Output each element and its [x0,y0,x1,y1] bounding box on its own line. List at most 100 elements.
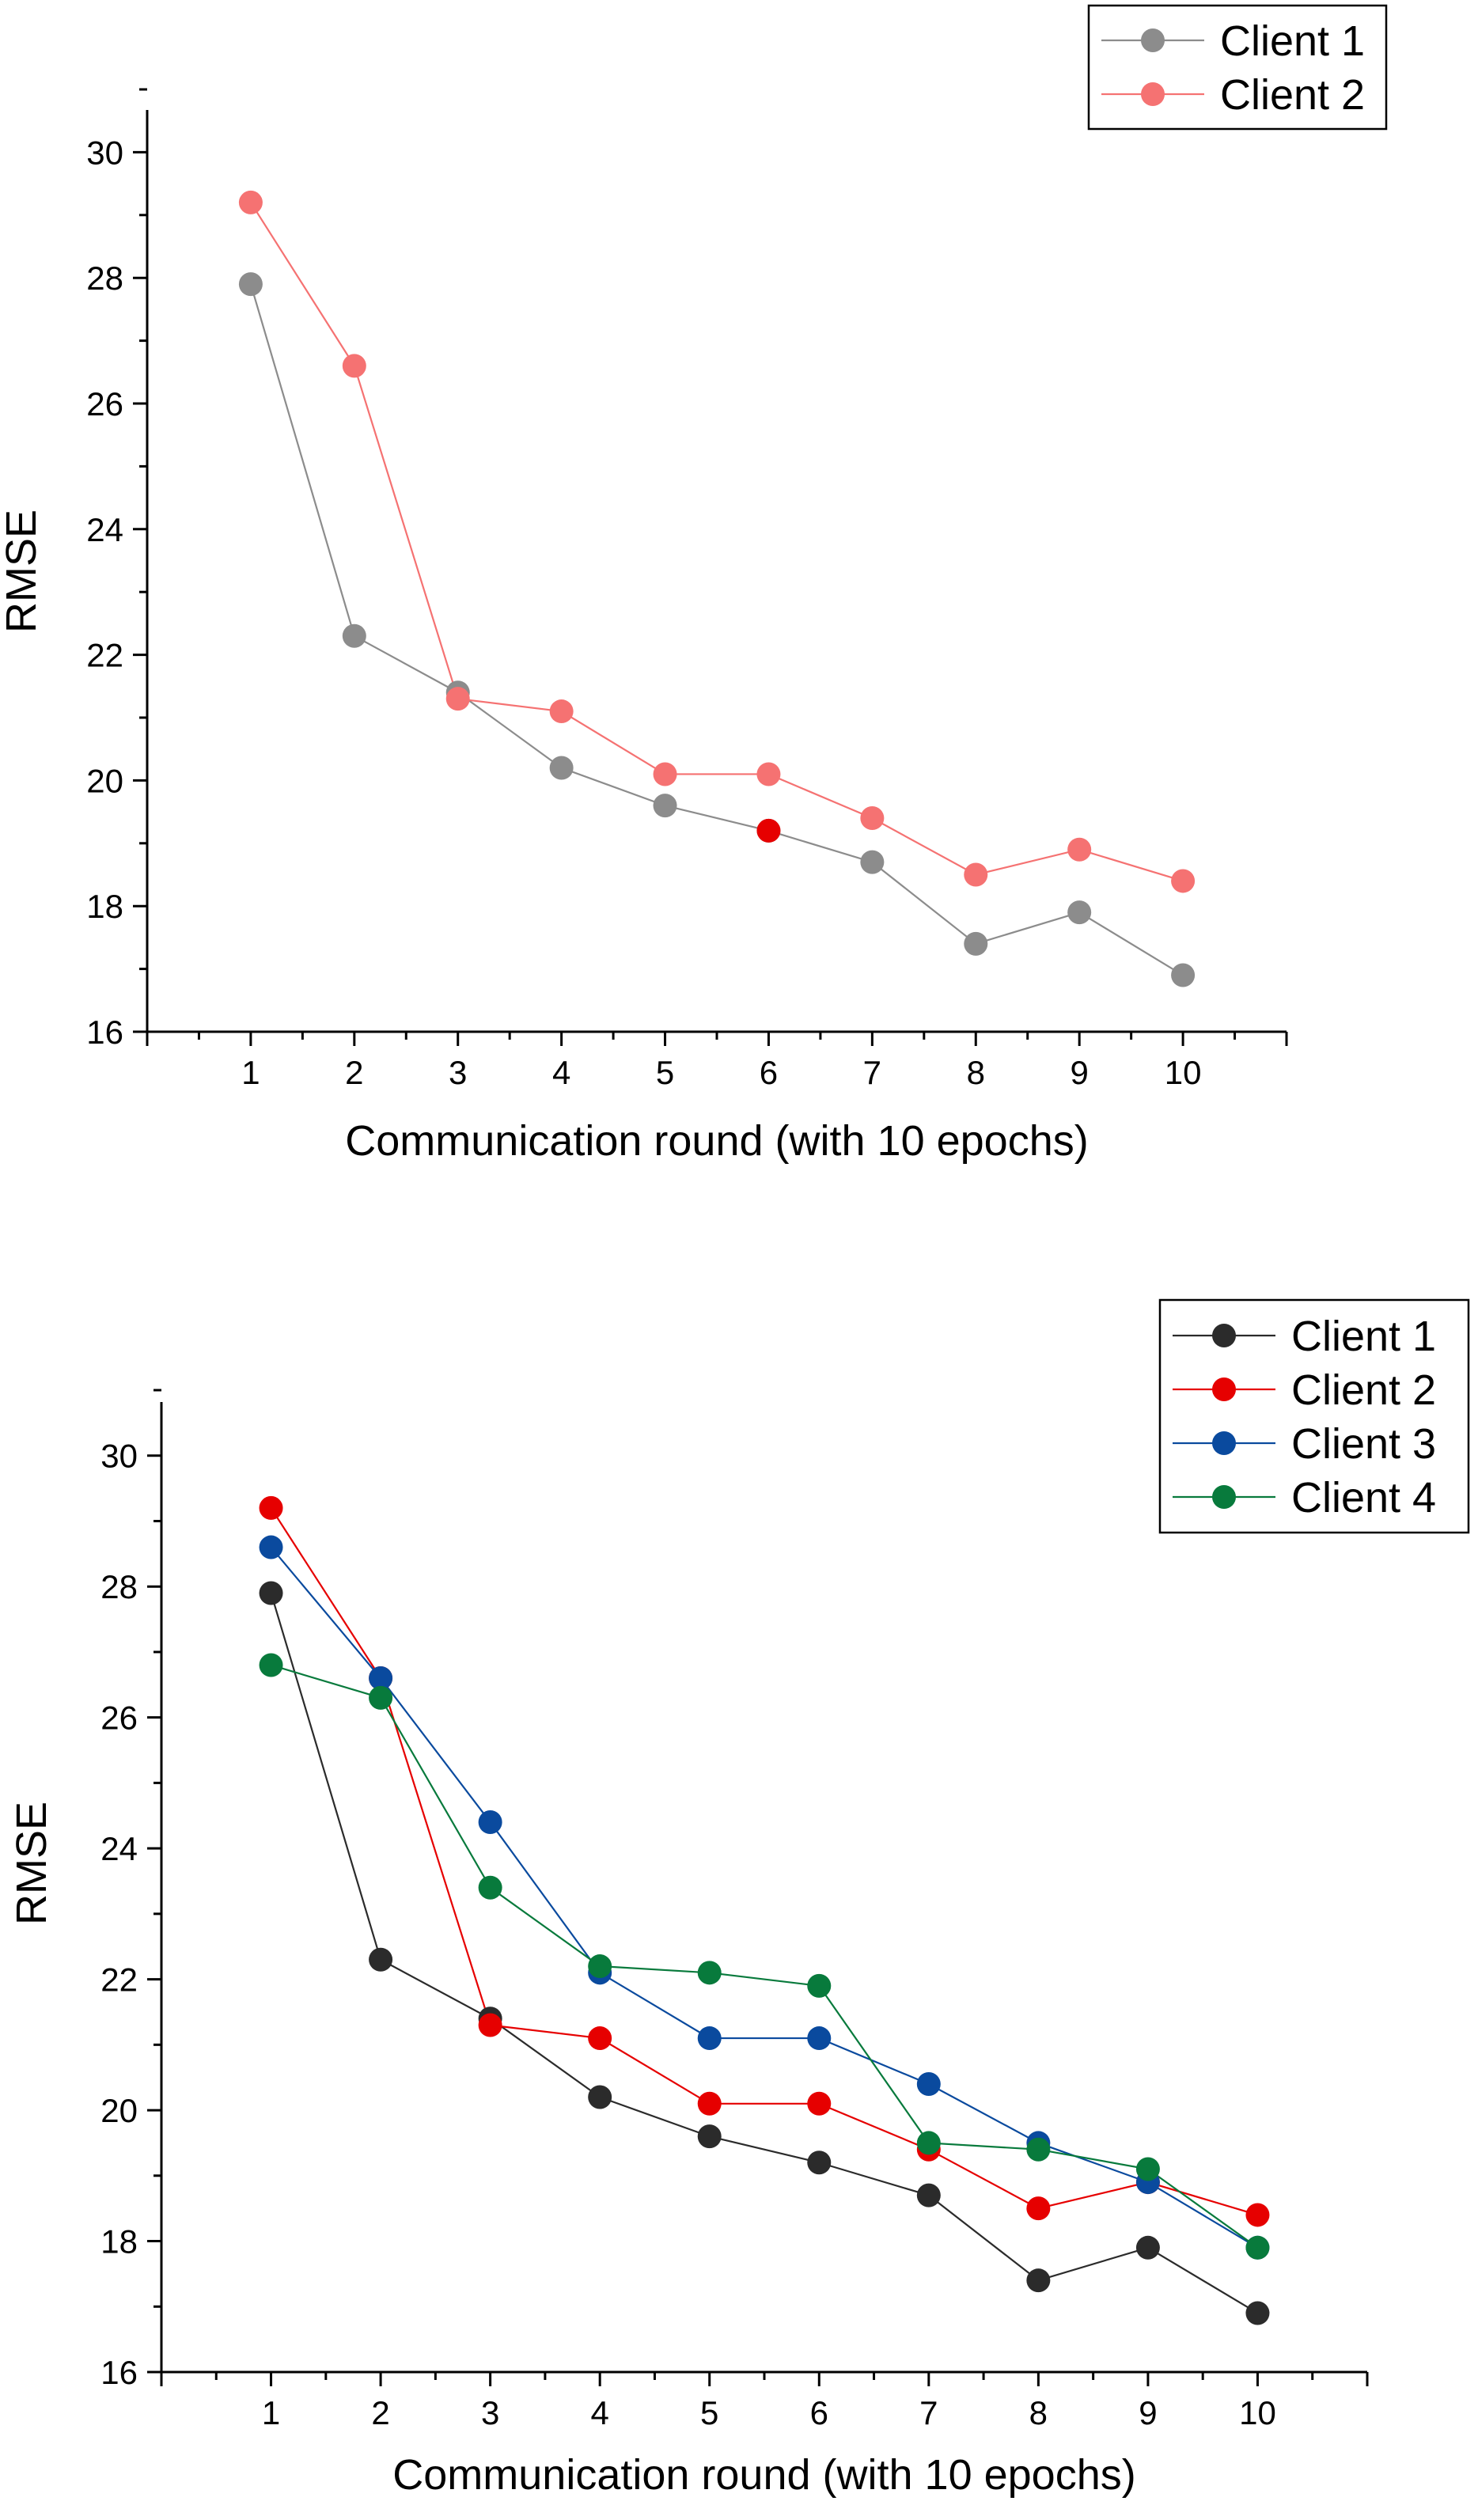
data-point-client-3 [259,1535,283,1559]
data-point-client-4 [916,2131,941,2155]
data-point-client-2 [478,2013,502,2037]
x-tick-label: 5 [700,2394,718,2431]
series-line-client-2 [270,1507,1258,2216]
y-tick-label: 26 [86,385,123,423]
y-tick-label: 30 [86,134,123,171]
data-point-client-1 [964,931,988,956]
y-tick-label: 28 [86,260,123,297]
data-point-client-3 [916,2071,941,2096]
legend-marker-client-3 [1212,1431,1236,1455]
x-axis-title: Communication round (with 10 epochs) [392,2451,1135,2499]
data-point-client-2 [697,2091,722,2116]
x-tick-label: 6 [760,1054,778,1091]
data-point-client-1 [653,794,677,818]
legend: Client 1 Client 2 Client 3 Client 4 [1158,1298,1470,1534]
data-point-client-4 [259,1653,283,1677]
x-tick-label: 2 [371,2394,389,2431]
y-axis-title: RMSE [8,1802,55,1925]
legend-label-client-2: Client 2 [1220,71,1365,119]
x-tick-label: 7 [919,2394,938,2431]
data-point-client-1 [238,272,263,297]
data-point-client-2 [860,806,885,831]
y-tick-label: 20 [100,2092,138,2129]
legend-label-client-1: Client 1 [1220,17,1365,65]
legend-marker-client-4 [1212,1485,1236,1509]
y-tick-label: 22 [100,1961,138,1999]
series-line-client-4 [271,1664,1259,2249]
x-tick-label: 10 [1165,1054,1202,1091]
legend-marker-client-1 [1212,1324,1236,1347]
legend-box [1158,1298,1470,1534]
series-line-client-1 [270,1593,1259,2314]
chart-top: 16 18 20 22 24 26 28 30 1 2 3 4 5 6 7 8 9 10 Communication… [0,4,1388,1165]
data-point-client-2 [259,1495,283,1520]
legend-label-client-1: Client 1 [1291,1313,1436,1360]
data-point-client-1 [369,1947,393,1972]
data-point-highlight [756,818,781,843]
x-tick-label: 3 [449,1054,467,1091]
data-point-client-3 [697,2026,722,2051]
legend: Client 1 Client 2 [1087,4,1388,131]
data-point-client-1 [1067,900,1092,925]
data-point-client-2 [1067,837,1092,862]
data-point-client-4 [697,1961,722,1985]
y-tick-label: 18 [86,888,123,925]
data-point-client-1 [342,623,366,648]
y-axis-title: RMSE [0,510,45,633]
data-point-client-2 [1171,869,1196,893]
legend-label-client-4: Client 4 [1291,1474,1436,1521]
x-tick-label: 1 [241,1054,260,1091]
x-tick-label: 3 [481,2394,499,2431]
y-tick-label: 18 [100,2223,138,2260]
data-point-client-2 [588,2026,612,2051]
data-point-client-1 [1171,963,1196,987]
data-point-client-2 [238,190,263,214]
y-tick-label: 22 [86,637,123,674]
data-point-client-4 [369,1685,393,1710]
data-point-client-1 [916,2183,941,2207]
chart-bottom: 16 18 20 22 24 26 28 30 1 2 3 4 5 6 7 8 9 10 Communication… [8,1298,1470,2499]
x-tick-label: 10 [1239,2394,1276,2431]
data-point-client-4 [478,1875,502,1900]
x-tick-label: 6 [810,2394,828,2431]
data-point-client-4 [807,1973,832,1998]
data-point-client-1 [1135,2235,1160,2260]
x-tick-label: 4 [552,1054,570,1091]
data-point-client-1 [549,756,574,780]
x-tick-label: 5 [656,1054,674,1091]
data-point-client-1 [1026,2268,1051,2293]
data-point-client-3 [369,1666,393,1691]
legend-marker-client-2 [1212,1377,1236,1401]
data-point-client-1 [259,1581,283,1605]
data-point-client-2 [964,862,988,887]
y-tick-label: 24 [86,511,123,548]
data-point-client-3 [478,1810,502,1835]
x-tick-label: 7 [863,1054,881,1091]
data-point-client-2 [1245,2203,1270,2227]
series-line-client-3 [270,1546,1259,2249]
legend-label-client-2: Client 2 [1291,1366,1436,1414]
data-point-client-2 [653,762,677,786]
legend-label-client-3: Client 3 [1291,1420,1436,1468]
data-point-client-2 [1026,2196,1051,2221]
data-point-client-1 [807,2151,832,2175]
series-line-client-2 [249,202,1184,882]
data-point-client-1 [588,2085,612,2109]
series-line-client-1 [249,283,1184,976]
legend-marker-client-2 [1141,82,1165,106]
x-tick-label: 2 [345,1054,363,1091]
x-tick-label: 9 [1071,1054,1089,1091]
x-tick-label: 4 [591,2394,609,2431]
legend-box [1087,4,1388,131]
data-point-client-2 [342,354,366,378]
y-tick-label: 20 [86,762,123,799]
data-point-client-4 [1135,2157,1160,2181]
data-point-client-4 [588,1954,612,1979]
y-tick-label: 26 [100,1700,138,1737]
data-point-client-3 [807,2026,832,2051]
data-point-client-4 [1245,2235,1270,2260]
legend-marker-client-1 [1141,28,1165,52]
x-tick-label: 9 [1139,2394,1157,2431]
data-point-client-2 [807,2091,832,2116]
y-tick-label: 16 [86,1014,123,1051]
